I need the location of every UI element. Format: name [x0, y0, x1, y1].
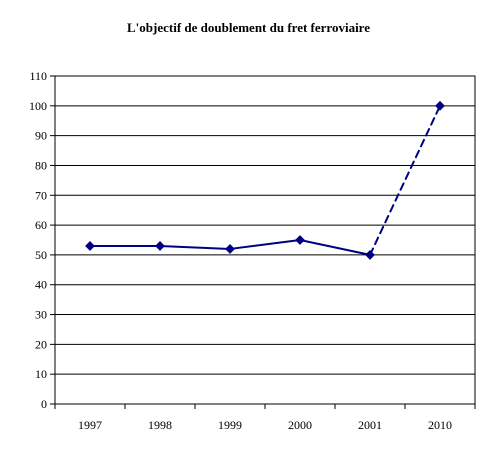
y-tick-label: 90	[35, 129, 47, 143]
series-markers	[85, 100, 445, 260]
y-tick-label: 30	[35, 308, 47, 322]
series-segment	[159, 244, 231, 250]
y-tick-label: 10	[35, 367, 47, 381]
data-point-1997	[85, 241, 95, 251]
y-tick-label: 100	[29, 99, 47, 113]
data-point-2010	[435, 100, 445, 111]
chart-title: L'objectif de doublement du fret ferrovi…	[127, 20, 370, 35]
tick-labels: 0 10 20 30 40 50 60 70 80 90 100 110 1997 1998 1999 200…	[29, 69, 452, 432]
x-tick-label: 2010	[428, 418, 452, 432]
gridlines	[55, 75, 475, 375]
x-tick-label: 1999	[218, 418, 242, 432]
y-tick-label: 40	[35, 278, 47, 292]
data-point-2000	[295, 235, 305, 245]
x-tick-label: 1998	[148, 418, 172, 432]
series-line	[89, 104, 441, 256]
y-tick-label: 20	[35, 337, 47, 351]
series-segment	[299, 239, 371, 256]
axes	[50, 75, 476, 409]
data-point-1998	[155, 241, 165, 251]
y-tick-label: 50	[35, 248, 47, 262]
plot-area-border	[54, 75, 476, 405]
data-point-2001	[365, 250, 375, 260]
y-tick-label: 80	[35, 158, 47, 172]
y-tick-label: 110	[29, 69, 47, 83]
y-tick-label: 60	[35, 218, 47, 232]
series-segment	[369, 104, 441, 256]
y-tick-label: 70	[35, 188, 47, 202]
y-tick-label: 0	[41, 397, 47, 411]
x-tick-label: 2000	[288, 418, 312, 432]
x-tick-label: 1997	[78, 418, 102, 432]
x-tick-label: 2001	[358, 418, 382, 432]
series-segment	[229, 239, 301, 250]
data-point-1999	[225, 244, 235, 254]
